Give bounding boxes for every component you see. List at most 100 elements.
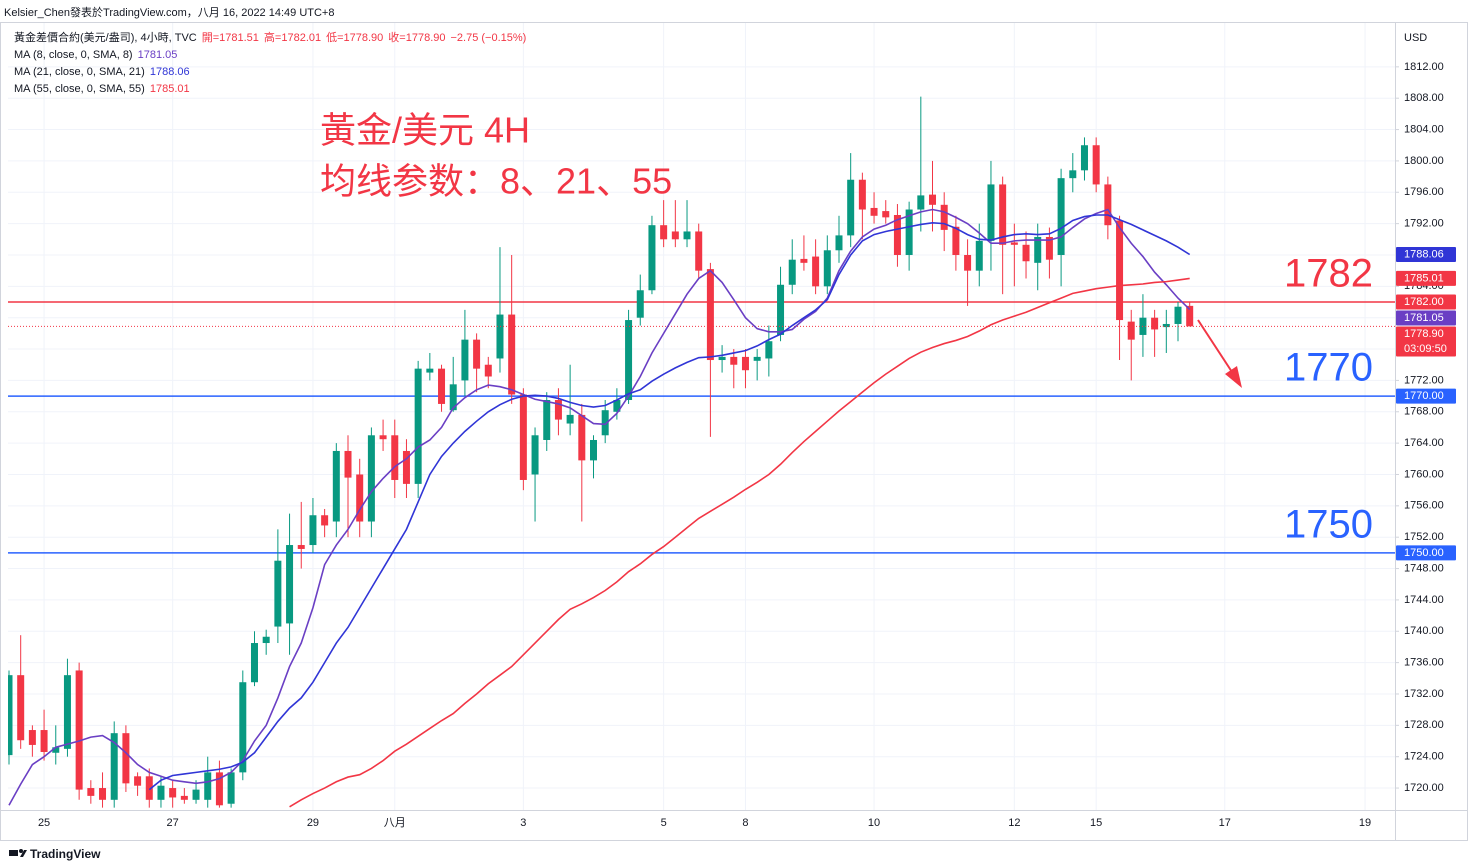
x-tick-label: 5 (661, 817, 667, 829)
level-label: 1750 (1284, 502, 1373, 546)
price-tag-label: 1781.05 (1404, 312, 1444, 324)
candle-body (52, 747, 60, 753)
legend-main: 黃金差價合約(美元/盎司), 4小時, TVC 開=1781.51 高=1782.0… (14, 31, 536, 45)
candle-body (648, 225, 656, 291)
x-tick-label: 25 (38, 817, 50, 829)
level-label: 1770 (1284, 346, 1373, 390)
y-tick-label: 1812.00 (1404, 61, 1444, 73)
candle-body (636, 290, 644, 318)
candle-body (414, 368, 422, 484)
candle-body (554, 400, 562, 420)
candle-body (613, 400, 621, 412)
plot-area: 黃金/美元 4H 均线参数：8、21、55 1782 1770 1750 (8, 96, 1395, 808)
ma-name: MA (21, close, 0, SMA, 21) (14, 66, 145, 78)
logo-shape (20, 850, 27, 857)
candle-body (75, 670, 83, 790)
ma-value: 1785.01 (149, 83, 190, 95)
candle-body (695, 231, 703, 271)
candle-body (566, 414, 574, 424)
candle-body (274, 560, 282, 627)
candle-body (870, 207, 878, 216)
candle-body (1034, 236, 1042, 263)
y-tick-label: 1808.00 (1404, 92, 1444, 104)
arrow (1197, 319, 1242, 388)
candle-body (344, 450, 352, 478)
candle-body (332, 450, 340, 522)
price-tag (1396, 270, 1456, 286)
annotation: 均线参数：8、21、55 (320, 161, 672, 202)
candle-body (765, 341, 773, 359)
price-tag (1396, 310, 1456, 326)
candle-body (157, 785, 165, 800)
countdown: 03:09:50 (1404, 343, 1447, 355)
ma-name: MA (55, close, 0, SMA, 55) (14, 83, 145, 95)
candle-body (519, 394, 527, 480)
x-tick-label: 29 (307, 817, 319, 829)
candle-body (929, 194, 937, 205)
candle-body (297, 545, 305, 549)
y-tick-label: 1748.00 (1404, 562, 1444, 574)
candle-body (180, 795, 188, 800)
candle-body (17, 675, 25, 741)
candle-body (671, 231, 679, 240)
candle-body (1174, 306, 1182, 324)
annotation: 黃金/美元 4H (320, 110, 530, 151)
y-tick-label: 1796.00 (1404, 186, 1444, 198)
ma-legend-row: MA (8, close, 0, SMA, 8) 1781.05 (14, 48, 195, 65)
ohlc-value: 開=1781.51 (201, 32, 259, 44)
ohlc-value: 收=1778.90 (388, 32, 446, 44)
candle-body (578, 414, 586, 461)
candle-body (777, 284, 785, 335)
price-tag (1396, 545, 1456, 561)
x-tick-label: 19 (1359, 817, 1371, 829)
candle-body (625, 320, 633, 401)
footer-logo (9, 849, 27, 857)
candle-body (1069, 170, 1077, 179)
candle-body (905, 209, 913, 255)
ma-line (289, 277, 1190, 808)
candle-body (204, 772, 212, 800)
candle-body (367, 435, 375, 522)
candle-body (239, 682, 247, 773)
candle-body (847, 179, 855, 236)
price-tag-label: 1782.00 (1404, 296, 1444, 308)
x-tick-label: 10 (868, 817, 880, 829)
candle-body (262, 636, 270, 644)
price-tag-label: 1778.90 (1404, 328, 1444, 340)
price-tag (1396, 326, 1456, 357)
axis-unit: USD (1404, 32, 1427, 44)
candle-body (1127, 321, 1135, 340)
y-tick-label: 1724.00 (1404, 751, 1444, 763)
price-tag-label: 1750.00 (1404, 547, 1444, 559)
candle-body (823, 250, 831, 287)
x-tick-label: 12 (1008, 817, 1020, 829)
candle-body (28, 730, 36, 745)
candle-body (461, 339, 469, 381)
x-tick-label: 15 (1090, 817, 1102, 829)
candle-body (250, 643, 258, 683)
y-tick-label: 1728.00 (1404, 719, 1444, 731)
price-tag (1396, 294, 1456, 310)
candle-body (952, 226, 960, 255)
legend-ma: MA (8, close, 0, SMA, 8) 1781.05 MA (21, c… (14, 48, 195, 99)
candle-body (1057, 178, 1065, 255)
candle-body (718, 356, 726, 361)
price-tag-label: 1785.01 (1404, 272, 1444, 284)
y-tick-label: 1732.00 (1404, 688, 1444, 700)
candle-body (110, 733, 118, 800)
ma-line (8, 208, 1191, 806)
candle-body (964, 254, 972, 271)
candle-body (590, 439, 597, 461)
y-tick-label: 1768.00 (1404, 406, 1444, 418)
candle-body (391, 435, 399, 480)
y-tick-label: 1744.00 (1404, 594, 1444, 606)
candle-body (601, 410, 609, 436)
candle-body (917, 195, 925, 210)
candle-body (1092, 145, 1100, 185)
y-tick-label: 1752.00 (1404, 531, 1444, 543)
ma-name: MA (8, close, 0, SMA, 8) (14, 49, 133, 61)
ohlc-values: 開=1781.51 高=1782.01 低=1778.90 收=1778.90 −2.7… (202, 32, 532, 44)
candle-body (134, 776, 142, 786)
